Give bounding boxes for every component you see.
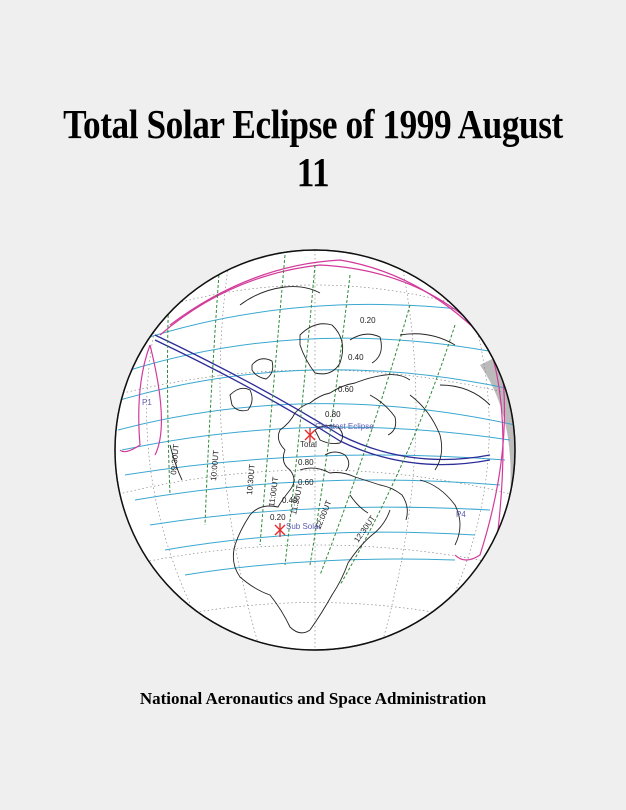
magnitude-label: 0.20 [270,513,286,522]
magnitude-label: 0.80 [298,458,314,467]
graticule [115,250,515,650]
total-label: Total [300,440,317,449]
eclipse-globe-map: 0.20 0.40 0.60 0.80 0.80 0.60 0.40 0.20 … [114,249,516,651]
magnitude-label: 0.40 [348,353,364,362]
page-title: Total Solar Eclipse of 1999 August 11 [63,101,563,195]
globe-outline [114,249,516,651]
magnitude-label: 0.60 [298,478,314,487]
sub-solar-marker [274,523,286,537]
contact-label-p1: P1 [142,398,152,407]
magnitude-label: 0.60 [338,385,354,394]
greatest-eclipse-label: Greatest Eclipse [315,422,374,431]
time-label: 09:30UT [169,444,181,475]
agency-name: National Aeronautics and Space Administr… [139,689,487,708]
coastlines [169,286,491,634]
contact-label-p4: P4 [456,510,466,519]
greatest-eclipse-marker [304,428,316,442]
magnitude-lines [117,303,515,576]
sub-solar-label: Sub Solar [286,522,321,531]
magnitude-label: 0.40 [282,496,298,505]
time-label: 11:00UT [267,476,280,507]
magnitude-label: 0.80 [325,410,341,419]
time-label: 10:30UT [245,464,257,495]
magnitude-label: 0.20 [360,316,376,325]
time-label: 10:00UT [209,450,221,481]
